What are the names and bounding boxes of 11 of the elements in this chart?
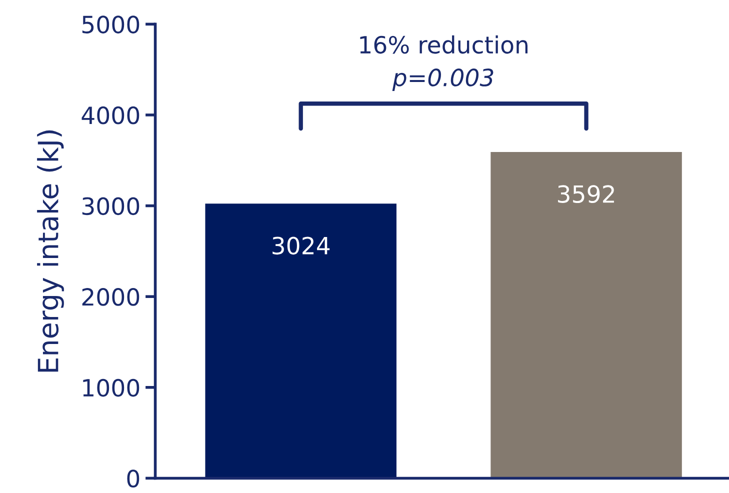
y-tick-label: 3000 [82,197,140,216]
y-tick-label: 2000 [82,288,140,306]
y-tick-label: 1000 [83,378,140,397]
annotation: 16% reduction [360,35,528,54]
y-tick-label: 5000 [82,16,140,34]
y-tick-label: 0 [127,470,140,488]
annotation: p=0.003 [392,68,494,91]
y-axis-title: Energy intake (kJ) [37,130,64,372]
data-label: 3592 [558,185,614,203]
y-tick-label: 4000 [82,106,140,124]
data-label: 3024 [272,236,330,255]
